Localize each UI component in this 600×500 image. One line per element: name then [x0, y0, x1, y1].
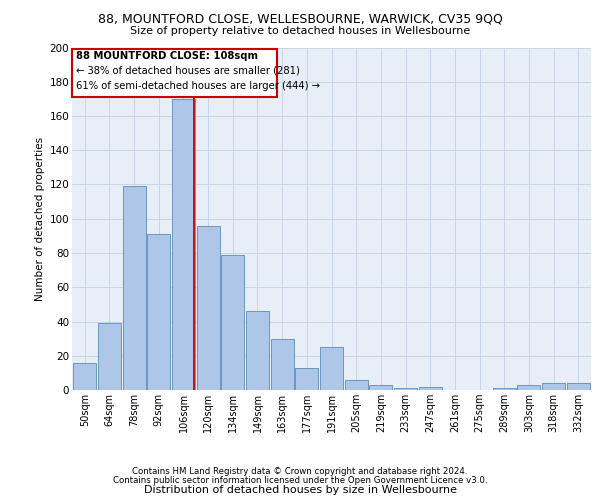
Bar — [197, 226, 220, 390]
Y-axis label: Number of detached properties: Number of detached properties — [35, 136, 46, 301]
Bar — [567, 383, 590, 390]
Text: Size of property relative to detached houses in Wellesbourne: Size of property relative to detached ho… — [130, 26, 470, 36]
Bar — [517, 385, 540, 390]
Text: 88, MOUNTFORD CLOSE, WELLESBOURNE, WARWICK, CV35 9QQ: 88, MOUNTFORD CLOSE, WELLESBOURNE, WARWI… — [98, 12, 502, 26]
Bar — [320, 347, 343, 390]
Bar — [419, 386, 442, 390]
Bar — [123, 186, 146, 390]
Bar — [98, 323, 121, 390]
Bar — [542, 383, 565, 390]
Text: Contains HM Land Registry data © Crown copyright and database right 2024.: Contains HM Land Registry data © Crown c… — [132, 467, 468, 476]
Bar — [370, 385, 392, 390]
Bar — [345, 380, 368, 390]
Bar — [148, 234, 170, 390]
Bar — [246, 311, 269, 390]
Bar — [271, 338, 293, 390]
Text: 61% of semi-detached houses are larger (444) →: 61% of semi-detached houses are larger (… — [76, 81, 320, 91]
FancyBboxPatch shape — [73, 49, 277, 97]
Bar — [73, 362, 96, 390]
Bar — [172, 99, 195, 390]
Bar — [295, 368, 318, 390]
Text: 88 MOUNTFORD CLOSE: 108sqm: 88 MOUNTFORD CLOSE: 108sqm — [76, 51, 258, 61]
Bar — [221, 254, 244, 390]
Text: Contains public sector information licensed under the Open Government Licence v3: Contains public sector information licen… — [113, 476, 487, 485]
Bar — [394, 388, 417, 390]
Bar — [493, 388, 515, 390]
Text: ← 38% of detached houses are smaller (281): ← 38% of detached houses are smaller (28… — [76, 66, 300, 76]
Text: Distribution of detached houses by size in Wellesbourne: Distribution of detached houses by size … — [143, 485, 457, 495]
